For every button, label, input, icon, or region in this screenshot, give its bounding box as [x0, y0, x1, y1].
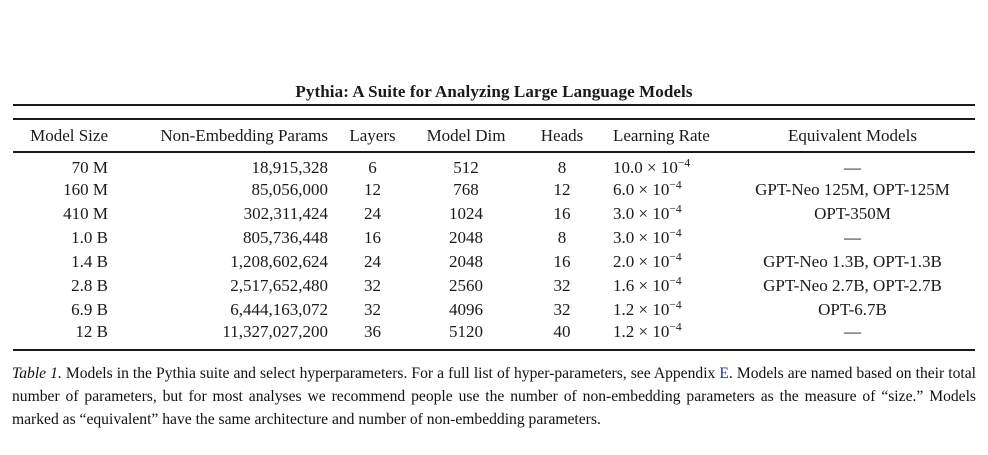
lr-exponent: −4 — [669, 275, 682, 288]
hyperparameters-table: Model Size Non-Embedding Params Layers M… — [13, 118, 975, 351]
cell-learning-rate: 1.2 × 10−4 — [607, 298, 730, 322]
cell-model-dim: 1024 — [449, 204, 483, 223]
cell-heads: 40 — [553, 322, 571, 341]
cell-learning-rate: 6.0 × 10−4 — [607, 178, 730, 202]
cell-model-dim: 768 — [453, 180, 479, 199]
cell-learning-rate: 2.0 × 10−4 — [607, 250, 730, 274]
cell-learning-rate: 10.0 × 10−4 — [607, 152, 730, 178]
lr-exponent: −4 — [669, 251, 682, 264]
lr-base: 3.0 × 10 — [613, 228, 670, 247]
cell-params: 6,444,163,072 — [230, 300, 328, 319]
table-header-row: Model Size Non-Embedding Params Layers M… — [13, 119, 975, 153]
lr-exponent: −4 — [669, 321, 682, 334]
cell-heads: 8 — [557, 158, 567, 177]
column-header-heads: Heads — [517, 119, 607, 153]
table-row: 2.8 B 2,517,652,480 32 2560 32 1.6 × 10−… — [13, 274, 975, 298]
lr-exponent: −4 — [677, 157, 691, 170]
table-row: 1.0 B 805,736,448 16 2048 8 3.0 × 10−4 — — [13, 226, 975, 250]
column-header-learning-rate: Learning Rate — [607, 119, 730, 153]
cell-params: 2,517,652,480 — [230, 276, 328, 295]
lr-base: 1.6 × 10 — [613, 276, 670, 295]
running-title: Pythia: A Suite for Analyzing Large Lang… — [295, 82, 693, 101]
cell-model-dim: 512 — [453, 158, 479, 177]
cell-heads: 32 — [553, 300, 571, 319]
cell-learning-rate: 1.2 × 10−4 — [607, 322, 730, 350]
cell-layers: 32 — [364, 276, 381, 295]
cell-params: 1,208,602,624 — [230, 252, 328, 271]
table-row: 1.4 B 1,208,602,624 24 2048 16 2.0 × 10−… — [13, 250, 975, 274]
cell-layers: 12 — [364, 180, 381, 199]
cell-heads: 32 — [553, 276, 571, 295]
cell-model-size: 12 B — [75, 322, 108, 341]
cell-model-size: 2.8 B — [71, 276, 108, 295]
cell-learning-rate: 1.6 × 10−4 — [607, 274, 730, 298]
cell-heads: 16 — [553, 204, 571, 223]
caption-text-before-link: Models in the Pythia suite and select hy… — [61, 365, 720, 382]
lr-base: 10.0 × 10 — [613, 158, 678, 177]
cell-equivalent-models: OPT-6.7B — [818, 300, 887, 319]
cell-heads: 16 — [553, 252, 571, 271]
table-row: 70 M 18,915,328 6 512 8 10.0 × 10−4 — — [13, 152, 975, 178]
column-header-model-dim: Model Dim — [415, 119, 517, 153]
cell-layers: 36 — [364, 322, 381, 341]
lr-base: 1.2 × 10 — [613, 322, 670, 341]
running-title-rule — [13, 104, 975, 106]
cell-model-size: 70 M — [71, 158, 108, 177]
table-row: 160 M 85,056,000 12 768 12 6.0 × 10−4 GP… — [13, 178, 975, 202]
caption-label: Table 1. — [12, 365, 62, 382]
appendix-link[interactable]: E — [719, 365, 729, 382]
cell-equivalent-models: GPT-Neo 1.3B, OPT-1.3B — [763, 252, 942, 271]
cell-heads: 12 — [553, 180, 571, 199]
cell-params: 11,327,027,200 — [222, 322, 328, 341]
cell-layers: 24 — [364, 204, 381, 223]
cell-learning-rate: 3.0 × 10−4 — [607, 226, 730, 250]
lr-base: 1.2 × 10 — [613, 300, 670, 319]
cell-equivalent-models: OPT-350M — [814, 204, 891, 223]
lr-exponent: −4 — [669, 227, 682, 240]
cell-model-dim: 2560 — [449, 276, 483, 295]
cell-equivalent-models: GPT-Neo 2.7B, OPT-2.7B — [763, 276, 942, 295]
cell-model-dim: 2048 — [449, 228, 483, 247]
cell-params: 85,056,000 — [251, 180, 329, 199]
cell-model-size: 160 M — [63, 180, 108, 199]
lr-exponent: −4 — [669, 299, 682, 312]
column-header-layers: Layers — [330, 119, 415, 153]
cell-equivalent-models: — — [844, 228, 861, 247]
cell-model-size: 1.4 B — [71, 252, 108, 271]
cell-params: 18,915,328 — [251, 158, 329, 177]
lr-exponent: −4 — [669, 179, 682, 192]
cell-model-size: 1.0 B — [71, 228, 108, 247]
cell-model-size: 410 M — [63, 204, 108, 223]
table-caption: Table 1. Models in the Pythia suite and … — [12, 362, 976, 431]
cell-model-dim: 4096 — [449, 300, 483, 319]
cell-layers: 32 — [364, 300, 381, 319]
lr-base: 6.0 × 10 — [613, 180, 670, 199]
cell-model-dim: 2048 — [449, 252, 483, 271]
lr-base: 3.0 × 10 — [613, 204, 670, 223]
column-header-equivalent-models: Equivalent Models — [730, 119, 975, 153]
cell-model-size: 6.9 B — [71, 300, 108, 319]
cell-layers: 24 — [364, 252, 381, 271]
table-row: 6.9 B 6,444,163,072 32 4096 32 1.2 × 10−… — [13, 298, 975, 322]
lr-base: 2.0 × 10 — [613, 252, 670, 271]
table-row: 410 M 302,311,424 24 1024 16 3.0 × 10−4 … — [13, 202, 975, 226]
table-row: 12 B 11,327,027,200 36 5120 40 1.2 × 10−… — [13, 322, 975, 350]
cell-params: 805,736,448 — [243, 228, 328, 247]
column-header-params: Non-Embedding Params — [110, 119, 330, 153]
cell-equivalent-models: GPT-Neo 125M, OPT-125M — [755, 180, 950, 199]
cell-equivalent-models: — — [844, 322, 861, 341]
caption-text-after-link: . Models are named based on their total … — [12, 365, 976, 428]
cell-model-dim: 5120 — [449, 322, 483, 341]
lr-exponent: −4 — [669, 203, 682, 216]
cell-params: 302,311,424 — [243, 204, 328, 223]
column-header-model-size: Model Size — [13, 119, 110, 153]
cell-equivalent-models: — — [844, 158, 861, 177]
cell-learning-rate: 3.0 × 10−4 — [607, 202, 730, 226]
cell-layers: 16 — [364, 228, 381, 247]
cell-heads: 8 — [557, 228, 567, 247]
cell-layers: 6 — [368, 158, 377, 177]
